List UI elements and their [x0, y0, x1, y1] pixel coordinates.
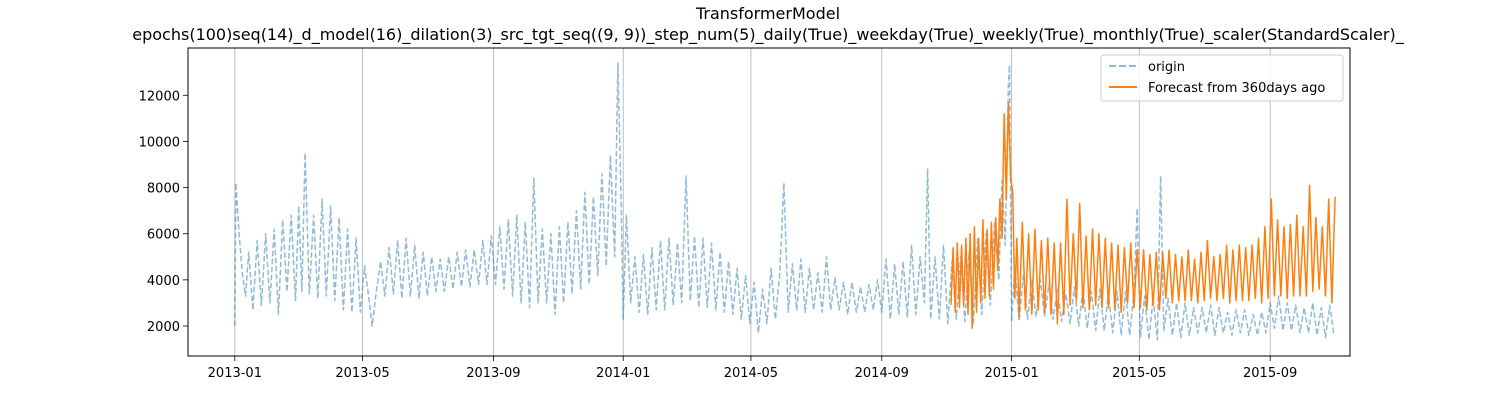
chart-title: TransformerModel	[695, 4, 840, 23]
plot-frame	[187, 47, 1351, 357]
y-axis: 2000 4000 6000 8000 10000 12000	[139, 89, 188, 335]
y-tick-label: 6000	[147, 228, 180, 243]
x-tick-label: 2013-09	[466, 366, 520, 381]
legend: origin Forecast from 360days ago	[1100, 54, 1344, 102]
legend-forecast-label: Forecast from 360days ago	[1148, 81, 1325, 96]
x-axis: 2013-01 2013-05 2013-09 2014-01 2014-05 2014-…	[208, 356, 1297, 381]
series-line-origin	[234, 62, 1335, 341]
x-tick-label: 2014-01	[596, 366, 650, 381]
x-tick-label: 2015-05	[1112, 366, 1166, 381]
series-layer	[234, 62, 1336, 341]
legend-box	[1100, 54, 1344, 102]
chart-subtitle: epochs(100)seq(14)_d_model(16)_dilation(…	[132, 25, 1404, 45]
series-line-forecast	[950, 101, 1336, 330]
y-tick-label: 10000	[139, 135, 180, 150]
x-tick-label: 2014-09	[855, 366, 909, 381]
x-tick-label: 2014-05	[724, 366, 778, 381]
x-tick-label: 2015-09	[1243, 366, 1297, 381]
x-tick-label: 2013-05	[335, 366, 389, 381]
y-tick-label: 4000	[147, 274, 180, 289]
y-tick-label: 2000	[147, 320, 180, 335]
grid-layer	[234, 48, 1271, 356]
y-tick-label: 12000	[139, 89, 180, 104]
x-tick-label: 2015-01	[984, 366, 1038, 381]
legend-origin-label: origin	[1148, 60, 1185, 75]
x-tick-label: 2013-01	[208, 366, 262, 381]
y-tick-label: 8000	[147, 182, 180, 197]
